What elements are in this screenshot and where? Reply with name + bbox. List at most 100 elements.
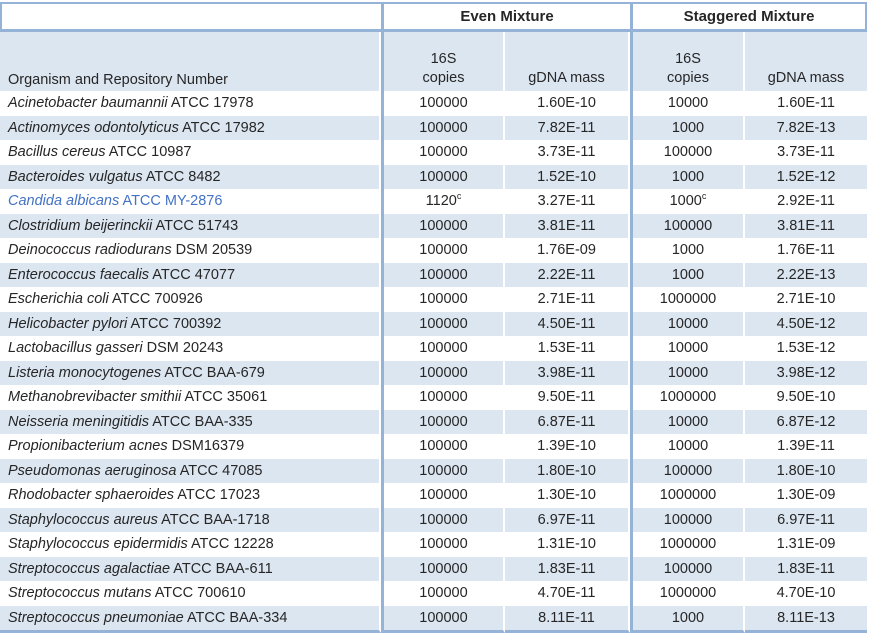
organism-name: Bacteroides vulgatus bbox=[8, 168, 143, 185]
staggered-gdna-mass-cell: 1.30E-09 bbox=[776, 487, 836, 504]
organism-name: Listeria monocytogenes bbox=[8, 364, 162, 381]
staggered-gdna-mass-cell: 6.97E-11 bbox=[745, 507, 867, 532]
even-16s-copies-cell: 100000 bbox=[381, 605, 505, 633]
staggered-16s-copies-cell: 10000 bbox=[630, 360, 745, 385]
even-16s-copies-cell: 100000 bbox=[381, 311, 505, 336]
column-header-row: Organism and Repository Number 16S copie… bbox=[0, 32, 867, 91]
staggered-gdna-mass-cell: 2.22E-13 bbox=[745, 262, 867, 287]
organism-name: Rhodobacter sphaeroides bbox=[8, 487, 175, 504]
even-gdna-mass-cell: 2.71E-11 bbox=[505, 287, 630, 312]
staggered-16s-copies-cell: 100000 bbox=[630, 556, 745, 581]
organism-name: Candida albicans bbox=[8, 193, 120, 210]
even-16s-copies-cell: 100000 bbox=[381, 287, 505, 312]
even-gdna-mass-cell: 3.27E-11 bbox=[505, 189, 630, 214]
table-row: Deinococcus radiodurans DSM 20539 100000 1… bbox=[0, 238, 867, 263]
staggered-16s-copies-cell: 1000 bbox=[630, 262, 745, 287]
even-gdna-mass-cell: 1.76E-09 bbox=[505, 238, 630, 263]
organism-cell: Acinetobacter baumannii ATCC 17978 bbox=[0, 91, 381, 116]
staggered-16s-copies-cell: 1000000 bbox=[630, 287, 745, 312]
organism-cell: Neisseria meningitidis ATCC BAA-335 bbox=[0, 409, 381, 434]
organism-cell: Staphylococcus aureus ATCC BAA-1718 bbox=[0, 507, 381, 532]
even-16s-copies-cell: 100000 bbox=[381, 213, 505, 238]
even-gdna-mass-cell: 3.73E-11 bbox=[505, 140, 630, 165]
even-16s-copies-cell: 100000 bbox=[381, 360, 505, 385]
even-16s-copies-cell: 100000 bbox=[381, 507, 505, 532]
staggered-16s-copies-cell: 1000000 bbox=[630, 385, 745, 410]
staggered-gdna-mass-header: gDNA mass bbox=[745, 32, 867, 91]
organism-cell: Listeria monocytogenes ATCC BAA-679 bbox=[0, 360, 381, 385]
copies-header-line1: 16S bbox=[430, 51, 457, 67]
footnote-marker: c bbox=[456, 191, 462, 202]
organism-cell: Helicobacter pylori ATCC 700392 bbox=[0, 311, 381, 336]
table-row: Candida albicans ATCC MY-2876 1120c 3.27E-… bbox=[0, 189, 867, 214]
even-gdna-mass-cell: 1.60E-10 bbox=[505, 91, 630, 116]
organism-name: Staphylococcus epidermidis bbox=[8, 536, 188, 553]
staggered-16s-copies-cell: 10000 bbox=[630, 336, 745, 361]
even-16s-copies-cell: 100000 bbox=[381, 336, 505, 361]
staggered-16s-copies-cell: 10000 bbox=[630, 434, 745, 459]
staggered-16s-copies-cell: 1000 bbox=[630, 238, 745, 263]
even-16s-copies-cell: 100000 bbox=[381, 91, 505, 116]
even-16s-copies-cell: 100000 bbox=[381, 483, 505, 508]
organism-cell: Actinomyces odontolyticus ATCC 17982 bbox=[0, 115, 381, 140]
even-gdna-mass-cell: 7.82E-11 bbox=[505, 115, 630, 140]
staggered-16s-copies-cell: 100000 bbox=[630, 458, 745, 483]
staggered-16s-copies-cell: 10000 bbox=[630, 409, 745, 434]
staggered-gdna-mass-cell: 2.92E-11 bbox=[777, 193, 835, 210]
even-16s-copies-cell: 1120c bbox=[381, 189, 505, 214]
table-row: Rhodobacter sphaeroides ATCC 17023 100000… bbox=[0, 483, 867, 508]
staggered-gdna-mass-cell: 1.53E-12 bbox=[776, 340, 836, 357]
even-gdna-mass-cell: 1.30E-10 bbox=[505, 483, 630, 508]
organism-cell: Streptococcus mutans ATCC 700610 bbox=[0, 581, 381, 606]
organism-cell: Lactobacillus gasseri DSM 20243 bbox=[0, 336, 381, 361]
organism-name: Bacillus cereus bbox=[8, 144, 106, 161]
staggered-16s-copies-cell: 1000000 bbox=[630, 483, 745, 508]
table-row: Actinomyces odontolyticus ATCC 17982 1000… bbox=[0, 115, 867, 140]
organism-name: Enterococcus faecalis bbox=[8, 266, 150, 283]
staggered-gdna-mass-cell: 1.83E-11 bbox=[745, 556, 867, 581]
staggered-16s-copies-cell: 1000000 bbox=[630, 581, 745, 606]
even-gdna-mass-cell: 2.22E-11 bbox=[505, 262, 630, 287]
footnote-marker: c bbox=[701, 191, 707, 202]
table-row: Bacteroides vulgatus ATCC 8482 100000 1.52… bbox=[0, 164, 867, 189]
group-header-row: Even Mixture Staggered Mixture bbox=[0, 2, 867, 32]
even-16s-copies-cell: 100000 bbox=[381, 556, 505, 581]
even-16s-copies-cell: 100000 bbox=[381, 434, 505, 459]
staggered-gdna-mass-cell: 1.60E-11 bbox=[777, 95, 835, 112]
staggered-gdna-mass-cell: 4.70E-10 bbox=[776, 585, 836, 602]
table-row: Staphylococcus epidermidis ATCC 12228 100… bbox=[0, 532, 867, 557]
even-gdna-mass-cell: 6.97E-11 bbox=[505, 507, 630, 532]
organism-cell: Bacillus cereus ATCC 10987 bbox=[0, 140, 381, 165]
organism-name: Streptococcus pneumoniae bbox=[8, 609, 184, 626]
even-16s-copies-header: 16S copies bbox=[381, 32, 505, 91]
table-row: Clostridium beijerinckii ATCC 51743 10000… bbox=[0, 213, 867, 238]
staggered-16s-copies-header: 16S copies bbox=[630, 32, 745, 91]
staggered-16s-copies-cell: 1000 bbox=[630, 605, 745, 633]
even-gdna-mass-cell: 1.31E-10 bbox=[505, 532, 630, 557]
staggered-gdna-mass-cell: 1.52E-12 bbox=[745, 164, 867, 189]
table-row: Streptococcus agalactiae ATCC BAA-611 100… bbox=[0, 556, 867, 581]
staggered-gdna-mass-cell: 3.81E-11 bbox=[745, 213, 867, 238]
table-row: Helicobacter pylori ATCC 700392 100000 4.5… bbox=[0, 311, 867, 336]
organism-name: Streptococcus mutans bbox=[8, 585, 152, 602]
even-gdna-mass-cell: 1.80E-10 bbox=[505, 458, 630, 483]
even-gdna-mass-cell: 8.11E-11 bbox=[505, 605, 630, 633]
organism-column-header: Organism and Repository Number bbox=[0, 32, 381, 91]
staggered-16s-copies-cell: 1000000 bbox=[630, 532, 745, 557]
organism-cell: Bacteroides vulgatus ATCC 8482 bbox=[0, 164, 381, 189]
organism-name: Acinetobacter baumannii bbox=[8, 95, 168, 112]
staggered-gdna-mass-cell: 1.39E-11 bbox=[777, 438, 835, 455]
even-16s-copies-cell: 100000 bbox=[381, 262, 505, 287]
organism-cell: Staphylococcus epidermidis ATCC 12228 bbox=[0, 532, 381, 557]
even-gdna-mass-header: gDNA mass bbox=[505, 32, 630, 91]
organism-cell-link[interactable]: Candida albicans ATCC MY-2876 bbox=[0, 189, 381, 214]
staggered-16s-copies-cell: 1000c bbox=[630, 189, 745, 214]
table-row: Streptococcus mutans ATCC 700610 100000 4.… bbox=[0, 581, 867, 606]
staggered-16s-copies-cell: 100000 bbox=[630, 507, 745, 532]
table-row: Listeria monocytogenes ATCC BAA-679 10000… bbox=[0, 360, 867, 385]
table-row: Propionibacterium acnes DSM16379 100000 1.… bbox=[0, 434, 867, 459]
organism-cell: Escherichia coli ATCC 700926 bbox=[0, 287, 381, 312]
organism-name: Streptococcus agalactiae bbox=[8, 560, 171, 577]
organism-name: Propionibacterium acnes bbox=[8, 438, 168, 455]
empty-corner-cell bbox=[0, 2, 381, 32]
